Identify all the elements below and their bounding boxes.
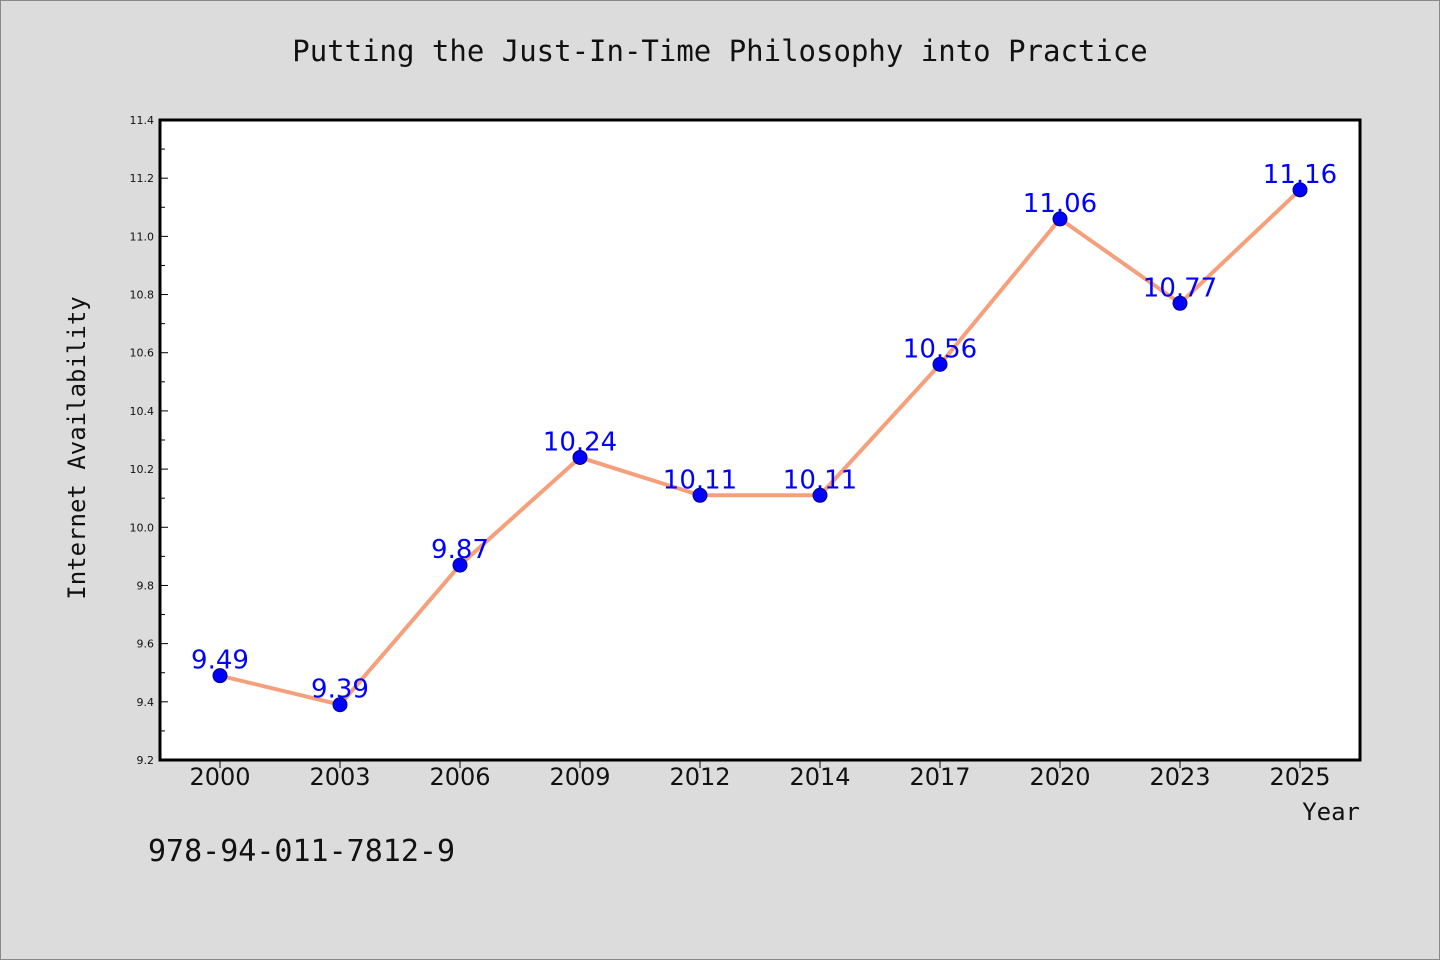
data-point (1172, 295, 1188, 311)
data-label: 10.11 (663, 465, 737, 495)
y-tick-label: 10.4 (130, 405, 155, 418)
y-axis-label: Internet Availability (63, 296, 91, 599)
data-point (332, 697, 348, 713)
y-tick-label: 11.4 (130, 114, 155, 127)
x-tick-label: 2009 (549, 763, 610, 791)
y-tick-label: 9.2 (137, 754, 155, 767)
x-tick-label: 2020 (1029, 763, 1090, 791)
x-axis: 2000 2003 2006 2009 2012 2014 2017 2020 2023 2025 (189, 760, 1331, 791)
isbn-text: 978-94-011-7812-9 (148, 834, 456, 869)
data-point (1292, 182, 1308, 198)
data-point (932, 356, 948, 372)
data-label: 10.56 (903, 334, 977, 364)
x-tick-label: 2006 (429, 763, 490, 791)
x-tick-label: 2017 (909, 763, 970, 791)
y-tick-label: 9.6 (137, 638, 155, 651)
data-point (572, 449, 588, 465)
data-label: 10.11 (783, 465, 857, 495)
x-tick-label: 2014 (789, 763, 850, 791)
x-tick-label: 2025 (1269, 763, 1330, 791)
data-label: 11.16 (1263, 160, 1337, 190)
data-label: 9.49 (191, 646, 249, 676)
y-tick-label: 11.0 (130, 230, 155, 243)
data-point (1052, 211, 1068, 227)
x-tick-label: 2023 (1149, 763, 1210, 791)
data-point (812, 487, 828, 503)
data-point (212, 668, 228, 684)
y-tick-label: 10.6 (130, 347, 155, 360)
plot-area (158, 118, 1362, 762)
data-label: 10.77 (1143, 273, 1217, 303)
x-tick-label: 2003 (309, 763, 370, 791)
data-point (692, 487, 708, 503)
y-axis: 9.2 9.4 9.6 9.8 10.0 10.2 10.4 10.6 10.8 11.0 11.2… (130, 114, 168, 767)
data-label: 11.06 (1023, 189, 1097, 219)
x-tick-label: 2000 (189, 763, 250, 791)
data-points (212, 182, 1308, 713)
data-label: 9.39 (311, 675, 369, 705)
chart-title: Putting the Just-In-Time Philosophy into… (292, 34, 1148, 68)
y-tick-label: 10.0 (130, 521, 155, 534)
data-label: 9.87 (431, 535, 489, 565)
y-tick-label: 9.8 (137, 579, 155, 592)
y-tick-label: 10.2 (130, 463, 155, 476)
data-labels: 9.49 9.39 9.87 10.24 10.11 10.11 10.56 11.06 10.… (191, 160, 1337, 705)
y-tick-label: 11.2 (130, 172, 155, 185)
x-axis-label: Year (1302, 798, 1360, 826)
data-point (452, 557, 468, 573)
data-label: 10.24 (543, 427, 617, 457)
y-tick-label: 10.8 (130, 289, 155, 302)
x-tick-label: 2012 (669, 763, 730, 791)
y-tick-label: 9.4 (137, 696, 155, 709)
series-line (219, 188, 1302, 707)
